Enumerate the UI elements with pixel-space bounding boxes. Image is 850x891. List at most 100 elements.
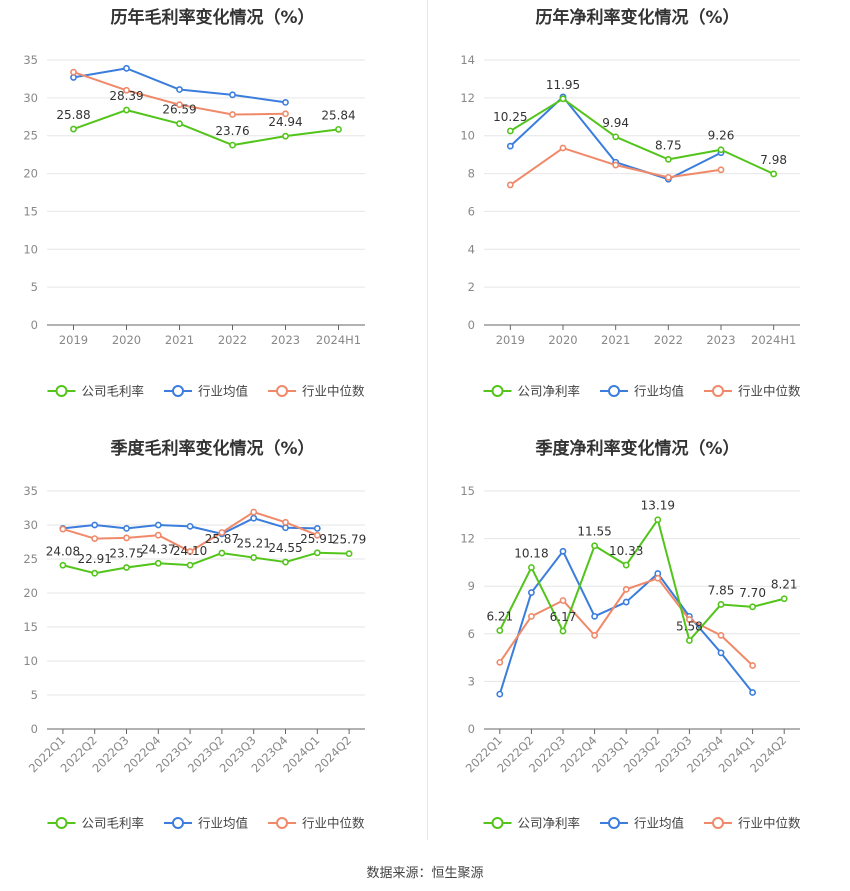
y-tick-label: 15: [23, 204, 38, 218]
data-label: 24.55: [268, 541, 302, 555]
data-point-company: [250, 554, 258, 561]
data-point-industry_median: [218, 529, 226, 536]
data-label: 24.37: [141, 542, 175, 556]
data-label: 13.19: [641, 499, 675, 513]
data-point-company: [59, 561, 67, 569]
data-point-industry_median: [123, 86, 130, 94]
x-tick-label: 2023: [706, 333, 735, 347]
legend-label: 公司毛利率: [82, 384, 145, 399]
y-tick-label: 25: [23, 552, 38, 566]
data-point-industry_median: [70, 68, 77, 76]
data-label: 25.21: [237, 537, 271, 551]
data-point-company: [186, 561, 194, 569]
data-point-industry_median: [749, 662, 756, 669]
data-point-industry_median: [559, 144, 567, 152]
y-tick-label: 15: [23, 620, 38, 634]
data-point-industry_median: [313, 531, 321, 539]
data-point-industry_median: [91, 535, 99, 542]
data-point-industry_avg: [154, 521, 162, 529]
legend-marker-icon: [55, 385, 68, 397]
data-point-company: [218, 549, 226, 557]
data-label: 8.75: [655, 138, 682, 152]
data-label: 8.21: [771, 578, 798, 592]
data-label: 23.75: [109, 547, 143, 561]
data-point-industry_median: [528, 612, 535, 620]
data-point-industry_median: [686, 616, 693, 623]
data-point-company: [506, 127, 514, 135]
data-point-company: [154, 559, 162, 567]
y-tick-label: 5: [31, 688, 38, 702]
x-tick-label: 2024H1: [751, 333, 796, 347]
legend-marker-icon: [172, 385, 184, 397]
data-point-industry_avg: [591, 612, 598, 620]
data-point-company: [717, 601, 725, 608]
legend-label: 行业中位数: [302, 384, 365, 399]
y-tick-label: 25: [23, 129, 38, 143]
data-point-industry_avg: [123, 525, 130, 532]
y-tick-label: 20: [23, 586, 38, 600]
legend-marker-icon: [172, 817, 184, 829]
data-point-company: [123, 106, 130, 114]
y-tick-label: 10: [460, 129, 475, 143]
data-label: 24.08: [46, 544, 80, 558]
data-point-company: [749, 603, 756, 611]
data-point-industry_avg: [528, 589, 535, 596]
series-line-company: [62, 551, 350, 575]
y-tick-label: 0: [468, 722, 475, 736]
plot-area: 051015202530352022Q12022Q22022Q32022Q420…: [23, 484, 366, 831]
data-point-industry_median: [59, 525, 67, 533]
data-label: 23.76: [215, 124, 249, 138]
chart-title: 季度毛利率变化情况（%）: [110, 439, 315, 459]
data-point-industry_median: [559, 597, 567, 604]
data-point-company: [770, 170, 778, 178]
data-point-company: [313, 549, 321, 557]
y-tick-label: 30: [23, 518, 38, 532]
data-label: 6.21: [486, 609, 513, 623]
legend-marker-icon: [491, 385, 504, 397]
chart-svg: 0 2 4 6 8 10 12 14 2019 2020 2021 2022 2023 2024H1 10.…: [460, 53, 801, 399]
legend-label: 行业均值: [634, 384, 684, 399]
x-tick-label: 2020: [548, 333, 577, 347]
data-point-company: [622, 561, 630, 569]
chart-title: 历年净利率变化情况（%）: [535, 8, 740, 28]
legend-marker-icon: [608, 385, 620, 397]
x-tick-label: 2020: [112, 333, 141, 347]
data-point-industry_median: [664, 173, 672, 181]
data-label: 7.70: [739, 586, 766, 600]
data-label: 25.87: [205, 532, 239, 546]
y-tick-label: 9: [468, 579, 475, 593]
data-point-company: [591, 542, 598, 550]
data-point-company: [559, 95, 567, 103]
data-point-industry_median: [229, 111, 236, 118]
data-point-industry_median: [282, 518, 289, 526]
data-label: 7.85: [708, 583, 735, 597]
data-label: 24.94: [268, 115, 302, 129]
legend-label: 行业中位数: [738, 384, 801, 399]
series-line-company: [73, 109, 339, 147]
y-tick-label: 0: [31, 318, 38, 332]
legend: 公司毛利率 行业均值 行业中位数: [47, 816, 365, 831]
data-label: 11.95: [546, 78, 580, 92]
y-tick-label: 5: [31, 280, 38, 294]
y-tick-label: 3: [468, 674, 475, 688]
data-point-industry_median: [622, 585, 630, 593]
data-point-company: [496, 627, 504, 634]
data-point-company: [70, 125, 77, 133]
data-label: 11.55: [577, 525, 611, 539]
data-point-industry_median: [186, 548, 194, 555]
data-point-industry_median: [250, 508, 258, 516]
data-point-company: [664, 155, 672, 163]
data-label: 6.17: [550, 610, 577, 624]
data-label: 22.91: [78, 552, 112, 566]
data-point-industry_avg: [496, 690, 504, 698]
data-point-industry_avg: [250, 514, 258, 522]
x-tick-label: 2024H1: [316, 333, 361, 347]
y-tick-label: 12: [460, 532, 475, 546]
legend: 公司净利率 行业均值 行业中位数: [483, 816, 801, 831]
y-tick-label: 8: [468, 167, 475, 181]
data-point-company: [559, 627, 567, 635]
data-point-industry_avg: [91, 521, 99, 529]
legend-marker-icon: [276, 385, 288, 397]
chart-title: 季度净利率变化情况（%）: [535, 439, 740, 459]
y-tick-label: 35: [23, 484, 38, 498]
